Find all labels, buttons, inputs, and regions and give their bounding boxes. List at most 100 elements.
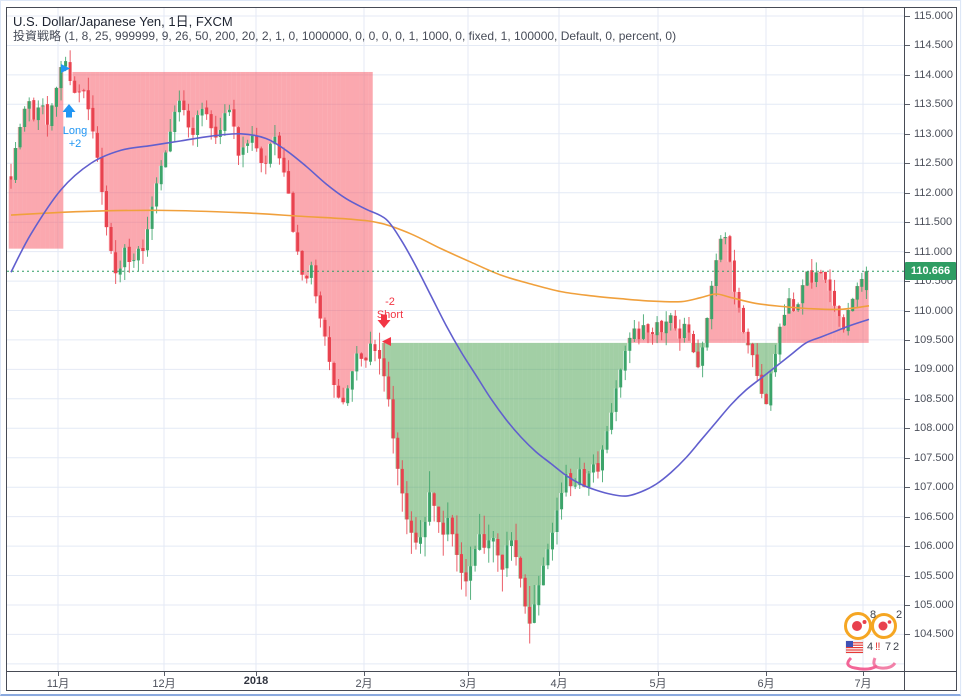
candle-body [282, 157, 286, 173]
trade-fill-short-2 [381, 237, 869, 624]
candle-body [632, 328, 636, 339]
price-tick-label: 112.500 [914, 157, 953, 170]
candle-body [391, 399, 395, 439]
candle-body [364, 357, 368, 361]
time-tick [658, 672, 659, 676]
price-tick-label: 108.000 [914, 422, 954, 435]
candle-body [264, 162, 268, 164]
candle-body [355, 353, 359, 372]
candle-body [732, 260, 736, 292]
candle-body [182, 100, 186, 110]
badge-count: 4 [867, 641, 873, 653]
candle-body [673, 315, 677, 329]
badge-count: ‼ [875, 641, 881, 653]
price-axis[interactable]: 110.666 115.000 114.500 114.000 113.500 113.… [905, 8, 956, 671]
candle-body [564, 474, 568, 493]
candle-body [278, 135, 281, 159]
candle-body [555, 510, 559, 532]
candle-body [828, 279, 832, 291]
swirl-icon [846, 656, 878, 671]
candle-body [268, 143, 272, 164]
price-tick [905, 457, 910, 459]
long-marker-label-1: +2 [68, 138, 82, 150]
candle-body [478, 534, 482, 550]
trade-marker-layer[interactable] [61, 64, 391, 346]
price-tick [905, 369, 910, 371]
candle-body [346, 388, 350, 404]
price-tick [905, 339, 910, 341]
candle-body [842, 317, 846, 330]
candle-body [32, 100, 36, 120]
candle-body [819, 271, 823, 273]
time-axis[interactable]: 11月 12月 2018 2月 3月 4月 5月 6月 7月 [7, 672, 904, 690]
candle-body [460, 554, 463, 573]
candlestick-layer[interactable] [9, 50, 868, 644]
candle-body [132, 260, 136, 262]
candle-body [168, 131, 172, 152]
time-tick-label: 3月 [459, 678, 477, 690]
ma-slow-line[interactable] [10, 209, 870, 311]
candle-body [687, 324, 691, 333]
price-tick [905, 575, 910, 577]
symbol-title[interactable]: U.S. Dollar/Japanese Yen, 1日, FXCM [13, 14, 233, 29]
trade-fill-long-1 [72, 71, 373, 403]
candle-body [792, 299, 796, 311]
candle-body [537, 585, 541, 606]
candle-body [359, 353, 363, 359]
candle-body [473, 549, 477, 566]
candle-body [287, 171, 291, 194]
candle-body [833, 290, 836, 306]
candle-body [423, 521, 427, 538]
emoji-sticker-cluster[interactable]: 8 24 ‼ 7 2 [841, 606, 909, 672]
candle-body [669, 315, 673, 323]
candle-body [9, 176, 13, 180]
candle-body [655, 322, 659, 336]
ma-fast-line[interactable] [10, 132, 870, 497]
candle-body [155, 183, 159, 207]
chart-plot-area[interactable] [7, 8, 904, 671]
time-tick [468, 672, 469, 676]
candle-body [95, 132, 99, 158]
candle-body [801, 285, 805, 304]
candle-body [196, 115, 200, 135]
time-tick [164, 672, 165, 676]
candle-body [469, 566, 473, 581]
candle-body [641, 325, 645, 339]
candle-body [619, 369, 623, 388]
candle-body [382, 358, 386, 377]
price-tick [905, 546, 910, 548]
candle-body [491, 538, 495, 542]
candle-body [109, 227, 113, 251]
candle-body [805, 271, 809, 286]
candle-body [541, 565, 545, 586]
candle-body [514, 540, 518, 557]
candle-body [23, 108, 27, 127]
candle-body [523, 577, 527, 607]
candle-body [55, 87, 58, 107]
price-tick [905, 74, 910, 76]
candle-body [428, 492, 432, 522]
trade-fill-short-0 [8, 67, 64, 249]
candle-body [405, 493, 409, 520]
candle-body [414, 532, 418, 543]
price-tick [905, 16, 910, 17]
candle-body [241, 147, 245, 155]
candle-body [41, 105, 45, 107]
time-tick [256, 672, 257, 676]
candle-body [328, 337, 331, 362]
candle-body [187, 110, 190, 128]
candle-body [50, 105, 54, 126]
candle-body [373, 344, 377, 351]
roundel-dot [852, 621, 862, 631]
price-tick-label: 113.500 [914, 98, 953, 111]
candle-body [692, 334, 695, 353]
candle-body [551, 532, 554, 550]
price-tick [905, 45, 910, 47]
candle-body [455, 533, 459, 555]
price-tick [905, 222, 910, 224]
price-tick-label: 104.500 [914, 628, 954, 641]
price-tick-label: 109.500 [914, 333, 954, 346]
candle-body [560, 493, 564, 510]
price-tick [905, 634, 910, 636]
strategy-params[interactable]: 投資戦略 (1, 8, 25, 999999, 9, 26, 50, 200, … [13, 29, 677, 43]
